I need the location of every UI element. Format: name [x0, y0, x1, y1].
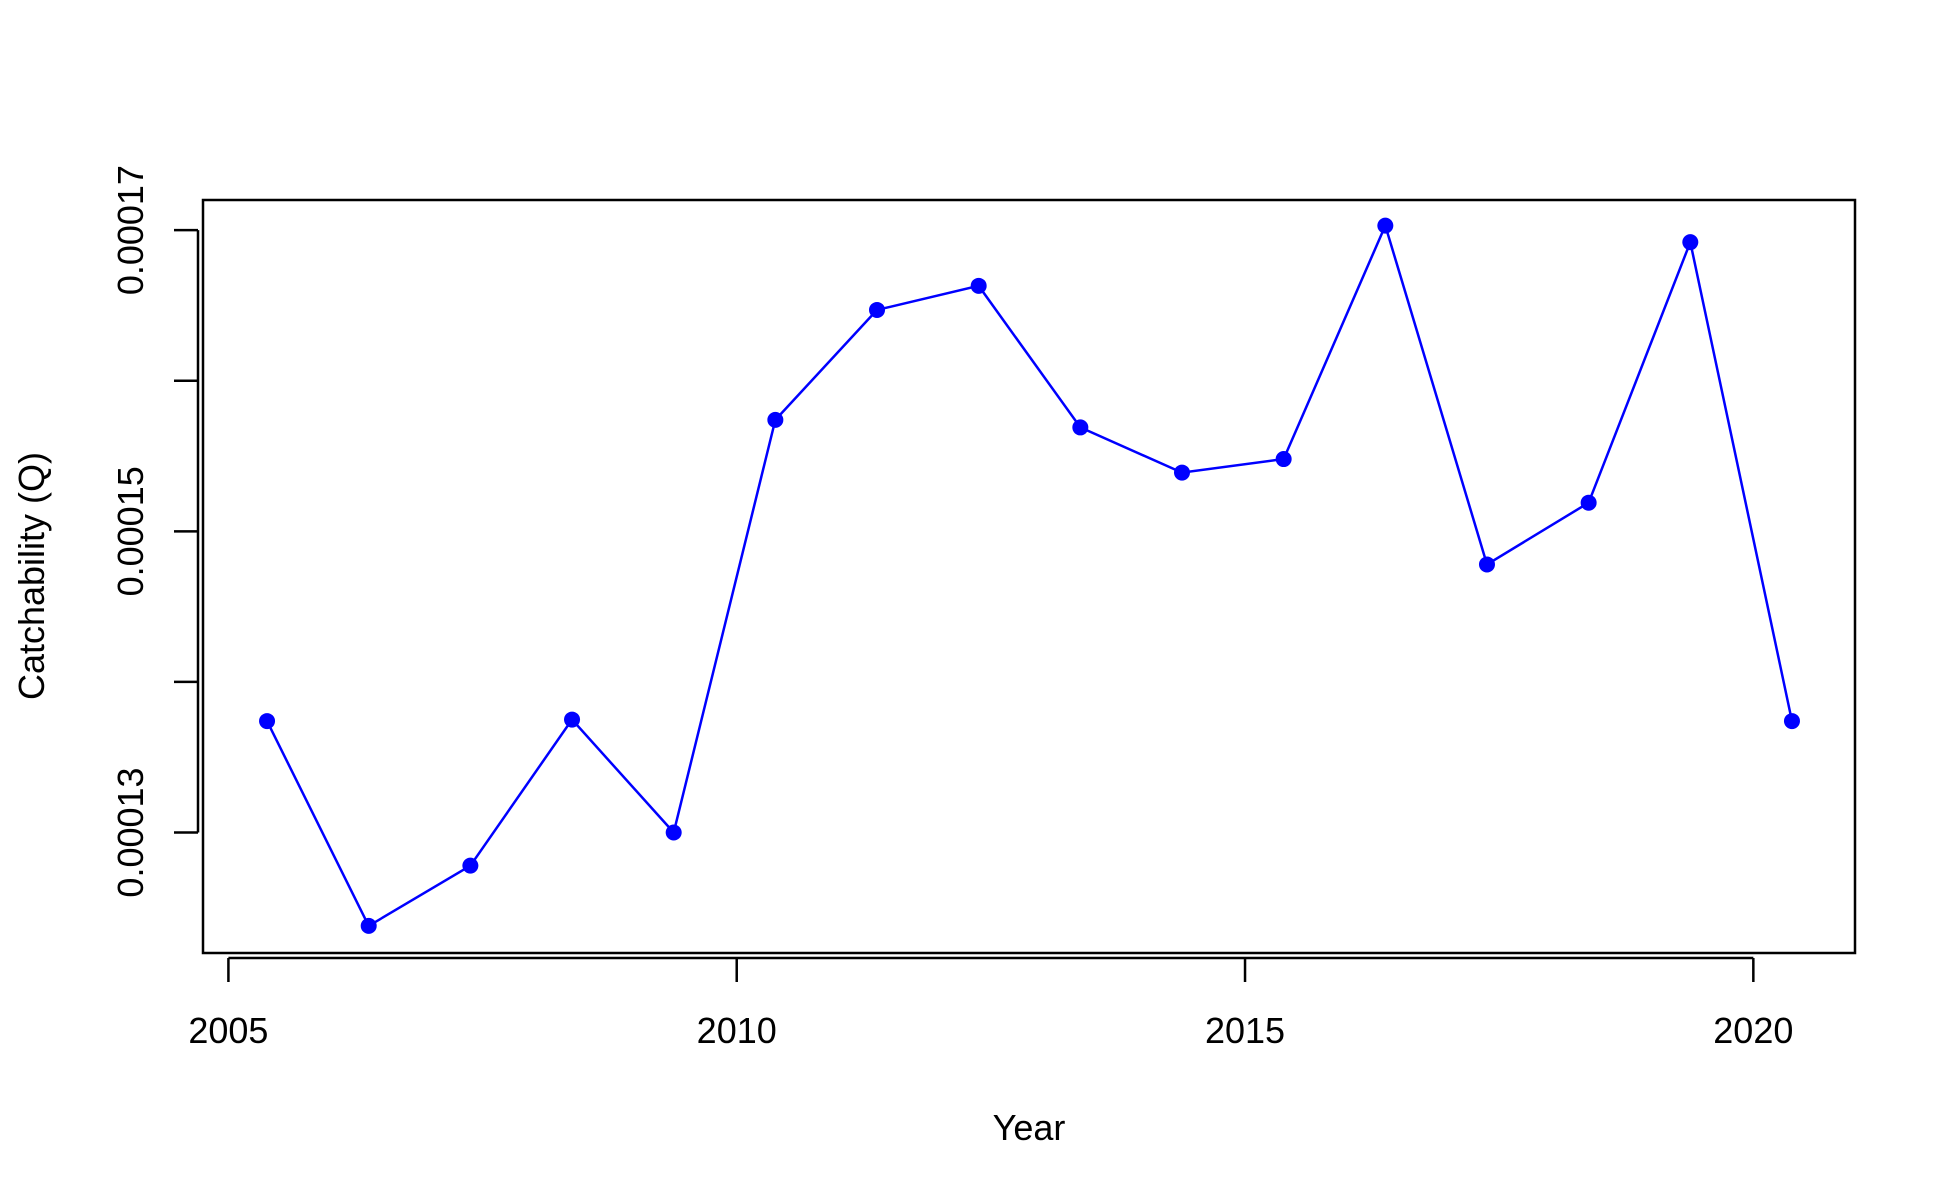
data-point [1682, 234, 1699, 251]
y-tick-label: 0.00017 [110, 165, 151, 295]
data-point [564, 711, 581, 728]
data-point [259, 713, 276, 730]
data-point [1174, 464, 1191, 481]
x-tick-label: 2010 [697, 1010, 777, 1051]
data-point [1072, 419, 1089, 436]
x-axis-label: Year [993, 1107, 1066, 1148]
x-axis: 2005 2010 2015 2020 [188, 956, 1793, 1051]
data-point [970, 277, 987, 294]
x-tick-label: 2015 [1205, 1010, 1285, 1051]
plot-frame [201, 198, 1857, 955]
x-tick-label: 2020 [1713, 1010, 1793, 1051]
data-point [1580, 494, 1597, 511]
y-tick-label: 0.00015 [110, 466, 151, 596]
data-point [665, 824, 682, 841]
series-layer [259, 217, 1800, 934]
data-point [1478, 556, 1495, 573]
data-point [869, 301, 886, 318]
y-tick-label: 0.00013 [110, 767, 151, 897]
data-point [1783, 713, 1800, 730]
x-tick-label: 2005 [188, 1010, 268, 1051]
data-point [767, 411, 784, 428]
series-line [265, 221, 1794, 928]
data-point [1275, 451, 1292, 468]
data-point [1377, 217, 1394, 234]
y-axis: 0.00013 0.00015 0.00017 [110, 165, 200, 898]
data-point [360, 917, 377, 934]
data-point [462, 857, 479, 874]
y-axis-label: Catchability (Q) [11, 452, 52, 700]
